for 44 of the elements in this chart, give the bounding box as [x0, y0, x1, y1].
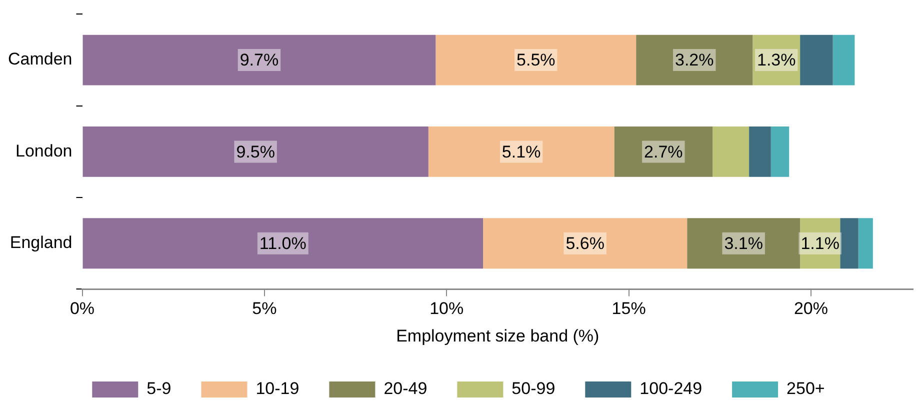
bar	[712, 126, 750, 177]
data-label: 1.3%	[756, 50, 796, 70]
bar	[800, 34, 833, 86]
legend-label: 10-19	[256, 379, 300, 398]
bar	[436, 34, 636, 86]
data-label: 11.0%	[259, 234, 306, 254]
legend-label: 20-49	[384, 379, 428, 398]
x-tick-label: 20%	[794, 299, 828, 318]
data-label: 5.6%	[566, 234, 604, 254]
data-label: 9.5%	[236, 142, 275, 162]
bar	[82, 34, 436, 86]
bar	[428, 126, 614, 177]
bar	[636, 34, 753, 86]
y-tick-label: Camden	[8, 50, 72, 69]
bar	[749, 126, 771, 177]
x-axis-title: Employment size band (%)	[396, 326, 600, 346]
legend-label: 100-249	[640, 379, 702, 398]
bar	[840, 218, 858, 269]
x-tick-label: 15%	[612, 299, 646, 318]
x-tick-label: 0%	[70, 299, 95, 318]
bar	[800, 218, 840, 269]
bar	[687, 218, 800, 269]
data-label: 2.7%	[644, 142, 683, 162]
bar	[614, 126, 713, 177]
data-label: 3.2%	[675, 50, 714, 70]
data-label: 5.1%	[502, 142, 541, 162]
bar	[483, 218, 688, 269]
y-tick-label: London	[16, 141, 72, 160]
legend-label: 5-9	[146, 379, 172, 398]
x-tick-label: 5%	[252, 299, 277, 318]
bar	[858, 218, 873, 269]
data-label: 5.5%	[516, 50, 556, 70]
data-label: 9.7%	[240, 50, 279, 70]
legend-label: 250+	[786, 379, 825, 398]
y-tick-label: England	[10, 233, 72, 252]
data-label: 1.1%	[800, 234, 840, 254]
bar	[82, 218, 484, 269]
legend-label: 50-99	[512, 379, 556, 398]
bar	[82, 126, 428, 177]
data-label: 3.1%	[724, 234, 763, 254]
bar	[752, 34, 800, 86]
bar	[770, 126, 790, 177]
x-tick-label: 10%	[430, 299, 464, 318]
bar	[832, 34, 855, 86]
